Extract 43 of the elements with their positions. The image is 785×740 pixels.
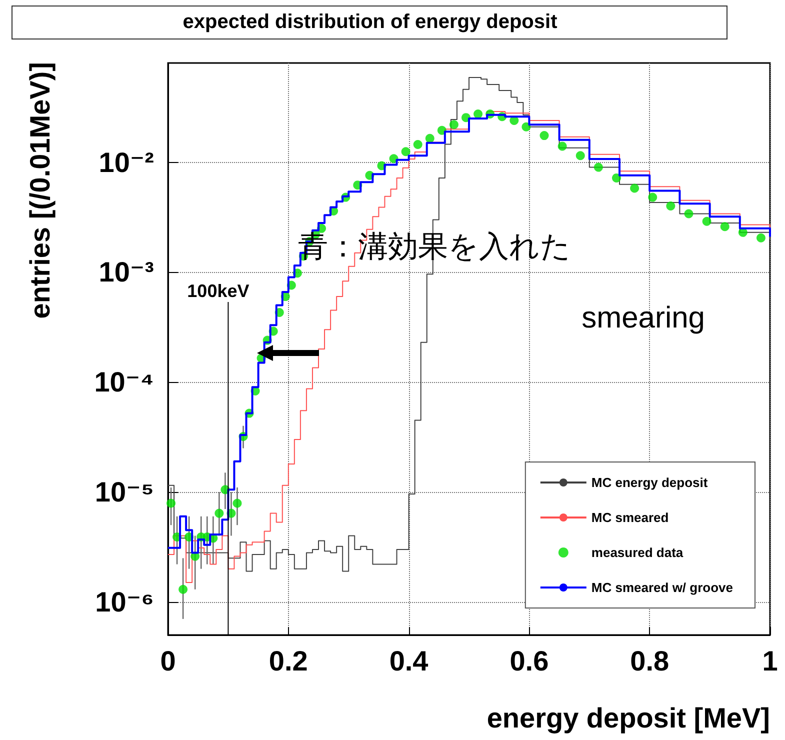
point [666,202,676,210]
point [389,154,398,164]
x-tick-label: 0 [160,646,176,676]
legend-label: measured data [591,545,684,560]
x-axis-title: energy deposit [MeV] [486,702,770,734]
x-tick-label: 0.4 [389,646,429,676]
x-tick-label: 0.2 [268,646,308,676]
point [540,131,549,140]
y-tick-label: 10⁻⁶ [95,586,154,618]
point [214,508,224,518]
y-tick-label: 10⁻³ [98,256,154,288]
point [474,109,483,118]
y-tick-label: 10⁻² [98,146,154,178]
point [178,584,188,594]
point [166,498,176,508]
point [576,151,585,160]
point [401,147,410,156]
point [756,233,766,242]
point [522,122,531,132]
legend-label: MC smeared w/ groove [591,580,734,595]
point [425,134,434,143]
point [594,162,603,172]
point [702,216,712,226]
ref-line-label: 100keV [187,281,250,301]
point [630,184,640,193]
point [413,140,422,150]
y-tick-label: 10⁻⁴ [94,366,154,398]
x-tick-label: 1 [762,646,778,676]
annotation: smearing [582,302,705,334]
legend-label: MC smeared [591,510,669,525]
chart-title: expected distribution of energy deposit [182,11,558,33]
point [612,173,621,182]
legend-label: MC energy deposit [591,475,708,490]
point [684,209,694,218]
point [449,120,458,130]
x-tick-label: 0.6 [510,646,549,676]
point [232,498,242,508]
y-tick-label: 10⁻⁵ [94,476,154,508]
point [648,192,658,202]
point [558,142,567,151]
point [720,222,730,232]
y-axis-title: entries [(/0.01MeV)] [24,62,56,319]
x-tick-label: 0.8 [630,646,670,676]
